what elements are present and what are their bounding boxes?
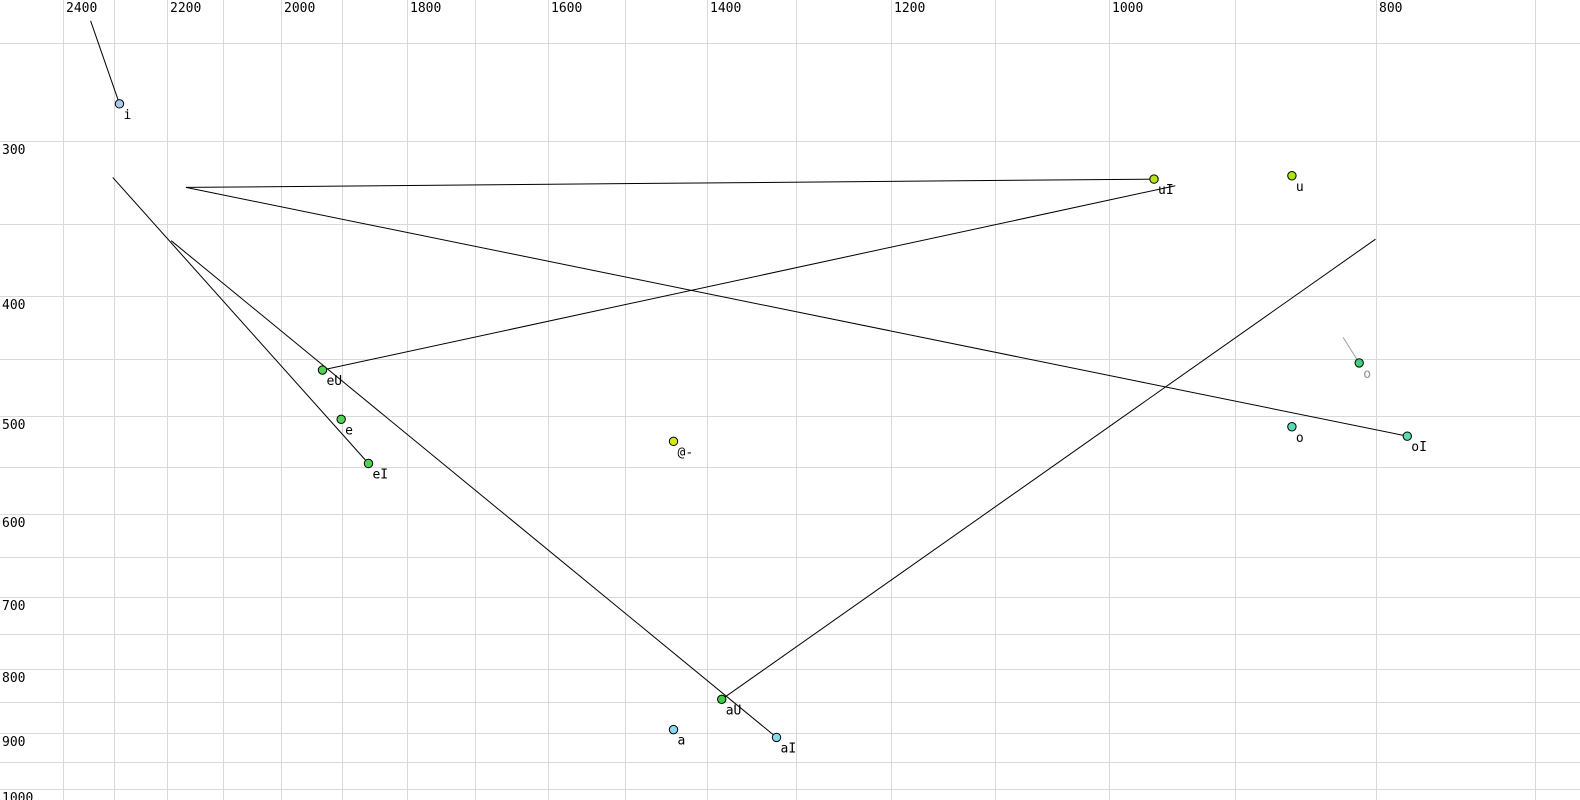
vowel-point-o-gray (1354, 358, 1364, 368)
vowel-point-u (1287, 171, 1297, 181)
vowel-point-eI (363, 458, 374, 469)
vowel-label-o: o (1296, 431, 1304, 446)
y-axis-tick-label: 400 (2, 298, 25, 313)
y-axis-tick-label: 800 (2, 671, 25, 686)
vowel-point-o (1287, 422, 1297, 432)
vowel-point-uI (1149, 174, 1159, 184)
vowel-label-e: e (345, 423, 353, 438)
vowel-label-uI: uI (1158, 183, 1174, 198)
x-axis-tick-label: 1800 (410, 1, 441, 16)
vowel-label-eI: eI (372, 467, 388, 482)
vowel-point-schwa (668, 436, 679, 447)
trajectory-line-eI (112, 177, 369, 464)
trajectory-line-i (90, 20, 120, 105)
trajectory-line-oI (185, 186, 1408, 437)
x-axis-tick-label: 2200 (170, 1, 201, 16)
trajectory-line-aU (721, 238, 1376, 700)
vowel-point-eU (317, 365, 328, 375)
vowel-point-e (336, 414, 346, 425)
y-axis-tick-label: 600 (2, 516, 25, 531)
vowel-label-i: i (123, 108, 131, 123)
vowel-label-aI: aI (781, 741, 797, 756)
x-axis-tick-label: 2000 (284, 1, 315, 16)
y-axis-tick-label: 700 (2, 599, 25, 614)
vowel-point-aI (771, 732, 782, 743)
x-axis-tick-label: 1200 (894, 1, 925, 16)
vowel-label-a: a (678, 734, 686, 749)
x-axis-tick-label: 2400 (66, 1, 97, 16)
vowel-point-a (668, 724, 679, 735)
vowel-label-eU: eU (326, 374, 342, 389)
x-axis-tick-label: 1000 (1112, 1, 1143, 16)
x-axis-tick-label: 1600 (551, 1, 582, 16)
vowel-point-oI (1402, 431, 1412, 441)
vowel-label-o-gray: o (1363, 367, 1371, 382)
vowel-point-i (114, 99, 125, 109)
trajectory-line-o-gray (1342, 337, 1360, 364)
vowel-label-aU: aU (726, 703, 742, 718)
x-axis-tick-label: 800 (1379, 1, 1402, 16)
y-axis-tick-label: 900 (2, 735, 25, 750)
vowel-point-aU (717, 694, 727, 705)
trajectory-line-eU (322, 185, 1176, 371)
trajectory-line-uI (185, 178, 1155, 188)
vowel-label-u: u (1296, 180, 1304, 195)
y-axis-tick-label: 1000 (2, 791, 33, 800)
y-axis-tick-label: 300 (2, 143, 25, 158)
trajectory-line-aI (170, 240, 777, 738)
vowel-label-schwa: @- (678, 445, 694, 460)
y-axis-tick-label: 500 (2, 418, 25, 433)
x-axis-tick-label: 1400 (710, 1, 741, 16)
vowel-label-oI: oI (1411, 440, 1427, 455)
